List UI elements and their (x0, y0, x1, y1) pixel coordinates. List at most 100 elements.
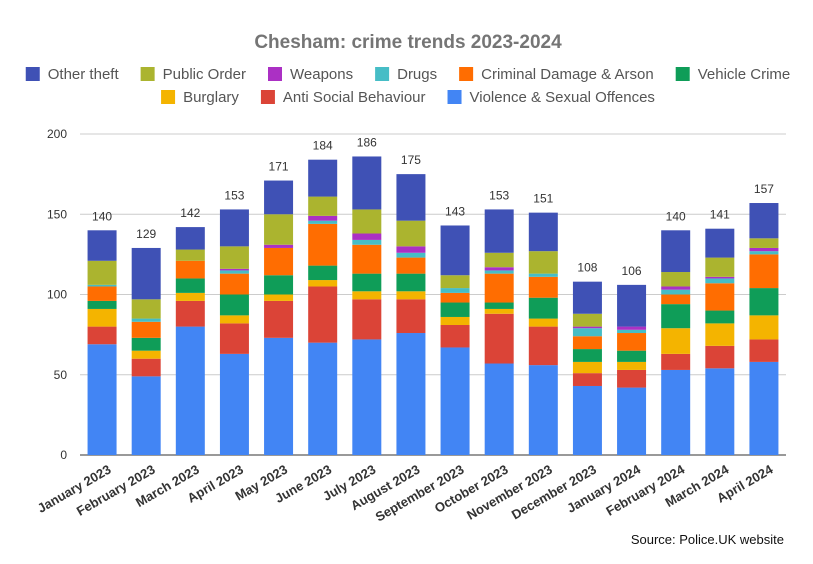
bar-stack (308, 159, 338, 455)
bar-segment-criminal-damage-and-arson (308, 223, 338, 266)
bar-segment-burglary (87, 308, 117, 327)
bar-segment-vehicle-crime (617, 350, 647, 362)
bar-segment-public-order (264, 214, 294, 245)
bar-segment-other-theft (352, 156, 382, 210)
bar-segment-anti-social-behaviour (352, 299, 382, 340)
bar-segment-criminal-damage-and-arson (617, 333, 647, 351)
bar-segment-drugs (749, 251, 779, 255)
bar-segment-violence-and-sexual-offences (572, 385, 602, 455)
legend-label: Public Order (163, 66, 246, 83)
bar-segment-anti-social-behaviour (440, 324, 470, 348)
total-label: 143 (445, 204, 465, 218)
bar-segment-anti-social-behaviour (705, 345, 735, 369)
legend-item-weapons: Weapons (268, 66, 353, 83)
total-label: 184 (313, 139, 333, 153)
bar-segment-criminal-damage-and-arson (572, 336, 602, 350)
total-label: 171 (269, 160, 289, 174)
bar-segment-public-order (661, 272, 691, 287)
legend-swatch (375, 67, 390, 81)
bar-segment-anti-social-behaviour (87, 326, 117, 345)
bar-segment-criminal-damage-and-arson (661, 294, 691, 305)
bar-segment-criminal-damage-and-arson (87, 286, 117, 301)
legend-swatch (268, 67, 282, 81)
bar-segment-weapons (572, 326, 602, 329)
legend-swatch (161, 90, 176, 104)
bar-segment-criminal-damage-and-arson (175, 260, 205, 279)
bar-segment-burglary (219, 315, 249, 324)
legend-swatch (675, 67, 690, 81)
bar-segment-drugs (572, 328, 602, 337)
bar-segment-other-theft (484, 209, 514, 253)
bar-segment-vehicle-crime (440, 302, 470, 317)
bar-segment-public-order (219, 246, 249, 269)
bar-segment-vehicle-crime (705, 310, 735, 324)
bar-segment-vehicle-crime (352, 273, 382, 292)
bar-segment-anti-social-behaviour (528, 326, 558, 366)
bar-segment-vehicle-crime (572, 349, 602, 362)
legend-item-anti-social-behaviour: Anti Social Behaviour (260, 89, 426, 106)
bar-stack (484, 209, 514, 455)
bar-segment-anti-social-behaviour (396, 299, 426, 334)
bar-segment-drugs (308, 220, 338, 224)
legend-swatch (140, 67, 155, 81)
total-label: 175 (401, 153, 421, 167)
bar-stack (749, 203, 779, 455)
bar-stack (175, 227, 205, 455)
bar-segment-drugs (131, 318, 161, 322)
bar-segment-weapons (484, 267, 514, 271)
bar-segment-public-order (131, 299, 161, 319)
bar-segment-other-theft (131, 247, 161, 300)
bar-segment-vehicle-crime (749, 288, 779, 316)
bar-segment-burglary (264, 294, 294, 301)
bar-segment-criminal-damage-and-arson (264, 247, 294, 276)
bar-segment-vehicle-crime (308, 265, 338, 281)
bar-segment-drugs (617, 329, 647, 334)
bar-segment-violence-and-sexual-offences (661, 369, 691, 455)
chart-title: Chesham: crime trends 2023-2024 (254, 32, 562, 53)
bar-stack (528, 212, 558, 455)
bar-segment-anti-social-behaviour (572, 373, 602, 386)
bar-segment-anti-social-behaviour (219, 323, 249, 354)
total-label: 129 (136, 227, 156, 241)
total-label: 151 (533, 192, 553, 206)
bar-segment-weapons (705, 276, 735, 279)
bar-segment-other-theft (749, 203, 779, 239)
bar-segment-burglary (175, 292, 205, 301)
total-label: 140 (92, 209, 112, 223)
total-label: 108 (577, 261, 597, 275)
bar-segment-burglary (572, 361, 602, 374)
bar-stack (572, 281, 602, 455)
bar-segment-criminal-damage-and-arson (396, 257, 426, 274)
bar-segment-anti-social-behaviour (661, 353, 691, 370)
bar-segment-public-order (87, 260, 117, 285)
y-tick-label: 100 (47, 288, 67, 302)
bar-segment-violence-and-sexual-offences (131, 376, 161, 455)
legend-swatch (260, 90, 275, 104)
y-tick-label: 150 (47, 207, 67, 221)
bar-segment-vehicle-crime (264, 275, 294, 295)
bar-segment-vehicle-crime (219, 294, 249, 316)
legend-item-other-theft: Other theft (25, 66, 119, 83)
bar-segment-anti-social-behaviour (617, 369, 647, 388)
legend-item-criminal-damage-and-arson: Criminal Damage & Arson (459, 66, 654, 83)
legend-label: Weapons (290, 66, 353, 83)
legend-label: Vehicle Crime (698, 66, 791, 83)
bar-segment-public-order (528, 251, 558, 274)
bar-segment-burglary (617, 361, 647, 370)
bar-segment-weapons (264, 244, 294, 248)
bar-segment-other-theft (617, 284, 647, 327)
bar-segment-vehicle-crime (87, 300, 117, 309)
bar-segment-public-order (572, 313, 602, 327)
bar-segment-public-order (484, 252, 514, 268)
bar-segment-weapons (661, 286, 691, 290)
bar-segment-other-theft (705, 228, 735, 258)
y-tick-label: 0 (60, 448, 67, 462)
bar-segment-burglary (396, 291, 426, 300)
bar-segment-drugs (484, 270, 514, 274)
bar-segment-public-order (175, 249, 205, 261)
bar-segment-violence-and-sexual-offences (175, 326, 205, 455)
bar-segment-violence-and-sexual-offences (219, 353, 249, 455)
bar-segment-anti-social-behaviour (175, 300, 205, 327)
